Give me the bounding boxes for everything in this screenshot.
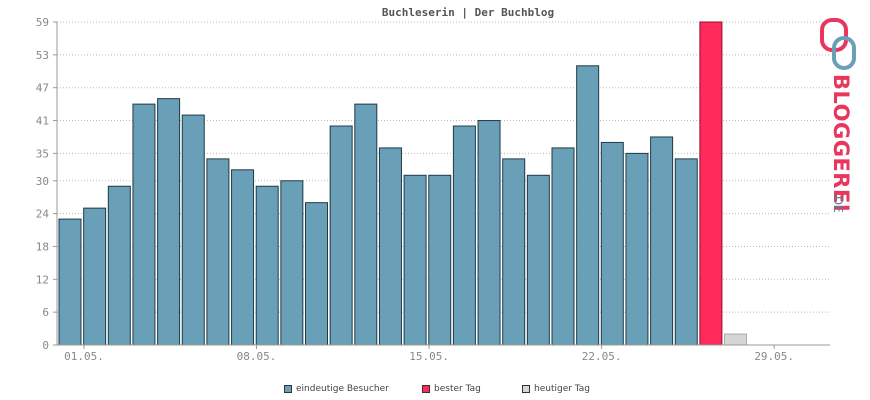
axes [56,22,830,346]
y-tick-label: 53 [36,49,49,62]
legend-swatch-visitors [284,385,292,393]
legend-item-visitors: eindeutige Besucher [284,384,389,394]
bar-visitors-2 [83,207,107,346]
bar-visitors-20 [526,174,550,346]
bar-visitors-8 [231,169,255,346]
x-tick-label: 08.05. [237,350,277,363]
legend-item-best-day: bester Tag [422,384,481,394]
x-tick-label: 22.05. [582,350,622,363]
bar-visitors-6 [181,114,205,346]
logo-suffix: .DE [831,192,845,213]
bar-visitors-5 [157,98,181,346]
chart-title: Buchleserin | Der Buchblog [382,6,554,19]
bar-visitors-10 [280,180,304,346]
bar-visitors-13 [354,103,378,346]
bar-visitors-21 [551,147,575,346]
bar-visitors-12 [329,125,353,346]
bar-visitors-15 [403,174,427,346]
legend-swatch-best-day [422,385,430,393]
logo-text: BLOGGEREI [829,74,853,212]
logo-icon [820,18,856,70]
y-tick-label: 30 [36,175,49,188]
bar-visitors-11 [305,202,328,346]
y-tick-label: 24 [36,208,50,221]
bar-visitors-19 [502,158,526,346]
legend-item-today: heutiger Tag [522,384,590,394]
bar-visitors-18 [477,120,501,346]
bloggerei-logo: BLOGGEREI .DE [820,18,856,213]
bar-best-day [699,21,723,346]
bar-visitors-24 [625,152,649,346]
bar-visitors-4 [132,103,156,346]
bar-visitors-25 [650,136,674,346]
bar-visitors-3 [107,185,131,346]
legend-label-best-day: bester Tag [434,384,481,394]
y-tick-label: 18 [36,240,49,253]
y-tick-label: 0 [42,339,49,352]
x-tick-label: 15.05. [409,350,449,363]
bar-visitors-1 [58,218,82,346]
y-axis-ticks: 0 6 12 18 24 30 35 41 47 53 59 [36,16,57,352]
bar-visitors-23 [600,141,624,346]
y-tick-label: 6 [42,306,49,319]
legend: eindeutige Besucher bester Tag heutiger … [0,384,870,398]
bar-visitors-9 [255,185,279,346]
x-tick-label: 01.05. [64,350,104,363]
y-tick-label: 47 [36,82,49,95]
bar-visitors-22 [576,65,600,346]
bar-visitors-26 [674,158,698,346]
legend-label-visitors: eindeutige Besucher [296,384,389,394]
x-axis-ticks: 01.05. 08.05. 15.05. 22.05. 29.05. [64,345,794,363]
bars [58,21,748,346]
bar-visitors-16 [428,174,452,346]
bar-today [724,333,748,346]
y-tick-label: 59 [36,16,49,29]
legend-label-today: heutiger Tag [534,384,591,394]
y-tick-label: 35 [36,147,49,160]
bar-visitors-14 [378,147,402,346]
bar-visitors-17 [452,125,476,346]
y-tick-label: 12 [36,273,49,286]
legend-swatch-today [522,385,530,393]
y-tick-label: 41 [36,115,49,128]
bar-visitors-7 [206,158,230,346]
x-tick-label: 29.05. [754,350,794,363]
